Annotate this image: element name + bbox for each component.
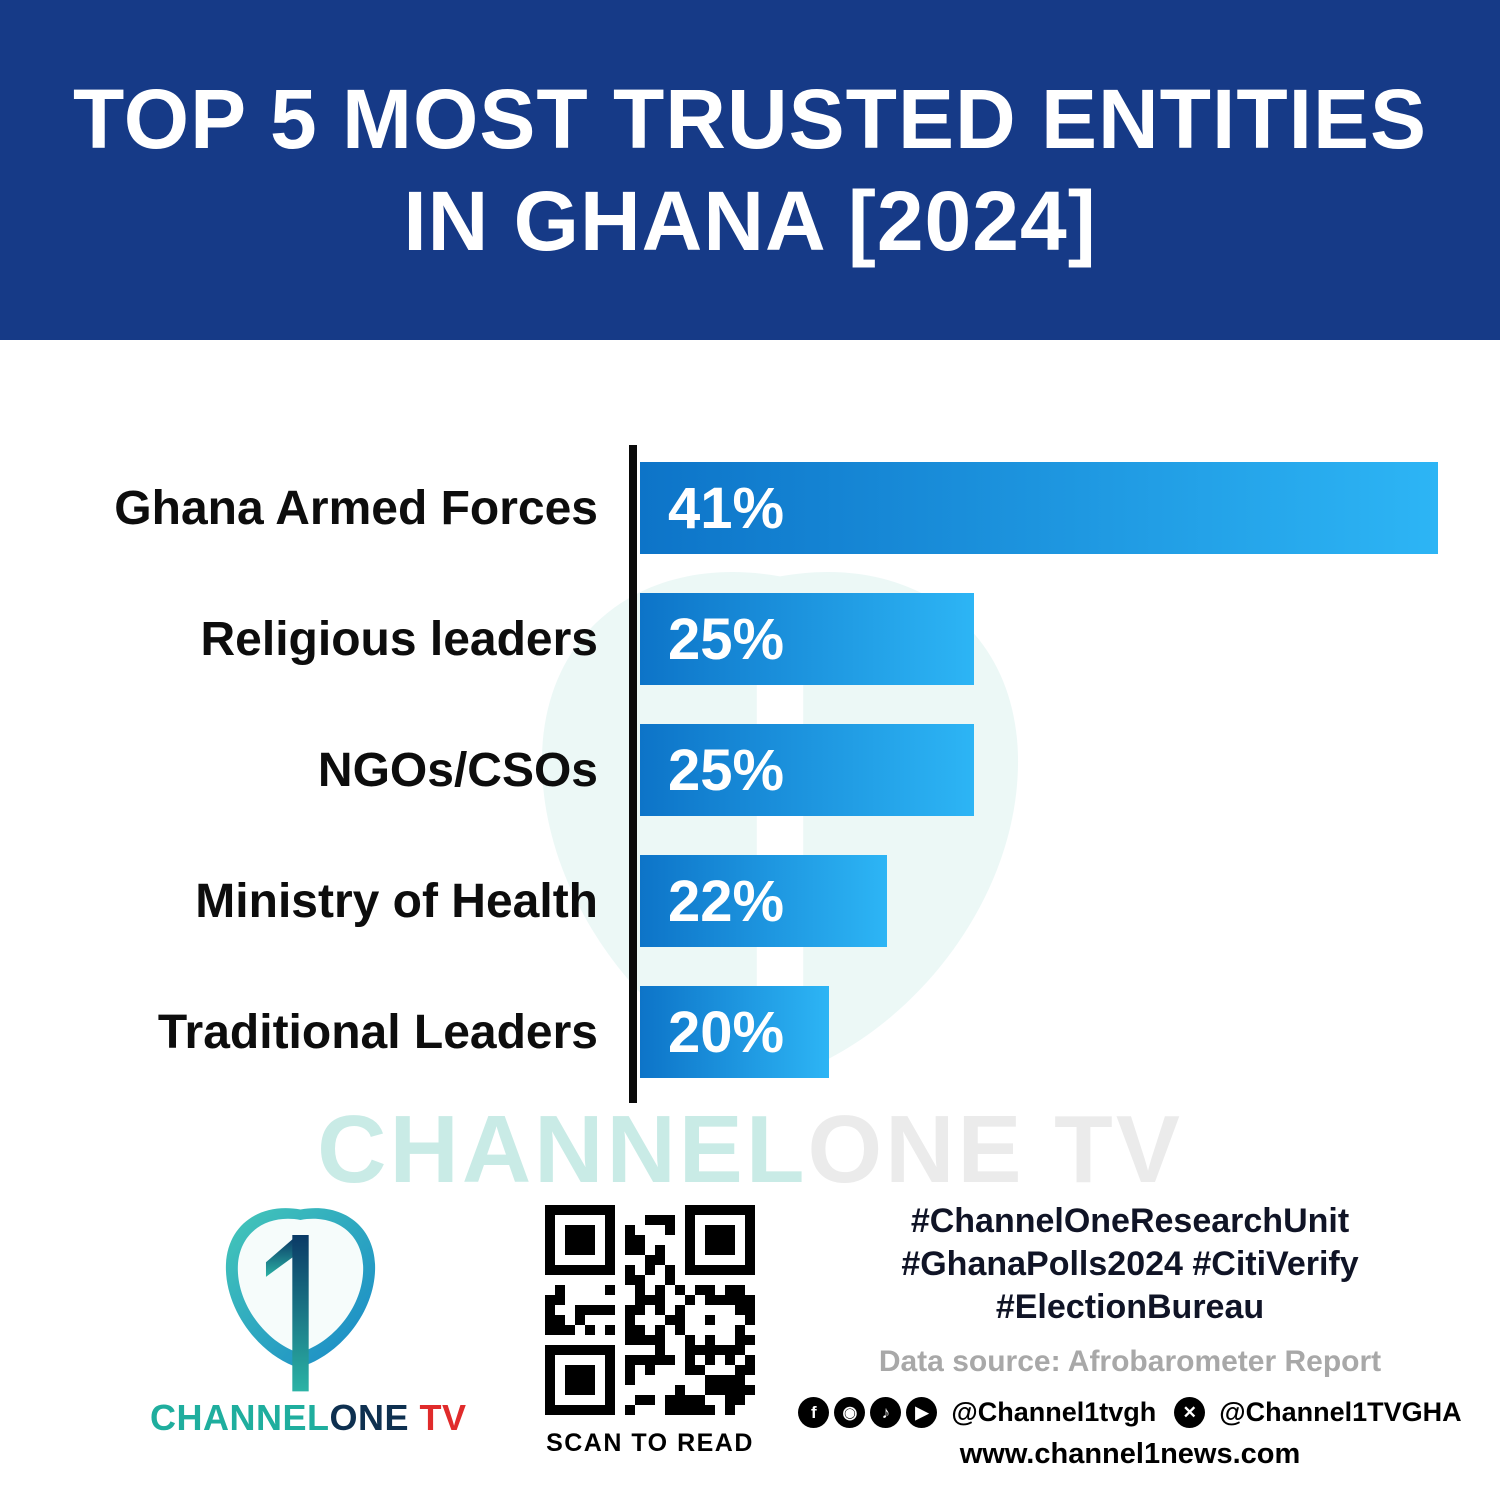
channel-one-logo: CHANNELONE TV [150,1195,466,1439]
footer: CHANNELONE TV SCAN TO READ #ChannelOneRe… [0,1190,1500,1500]
page-title-line2: IN GHANA [2024] [403,174,1097,268]
brand-channel: CHANNEL [150,1397,330,1438]
social-row: f ◉ ♪ ▶ @Channel1tvgh ✕ @Channel1TVGHA [798,1397,1462,1428]
bar-value-label: 25% [668,737,785,803]
brand-tv: TV [409,1397,467,1438]
chart-row: Ghana Armed Forces 41% [0,462,1500,554]
bar-label: NGOs/CSOs [317,743,598,797]
brand-one: ONE [329,1397,410,1438]
bar-value-label: 22% [668,868,785,934]
social-handle: @Channel1TVGHA [1219,1397,1462,1427]
hashtag-line: #ChannelOneResearchUnit [910,1202,1350,1240]
watermark-channel: CHANNEL [317,1096,808,1203]
footer-info: #ChannelOneResearchUnit #GhanaPolls2024 … [798,1200,1462,1471]
instagram-icon: ◉ [834,1397,866,1428]
channel-one-pick-icon [225,1208,375,1392]
bar-chart: Ghana Armed Forces 41% Religious leaders… [0,462,1500,1117]
chart-row: Traditional Leaders 20% [0,986,1500,1078]
bar: 22% [640,855,887,947]
bar-value-label: 20% [668,999,785,1065]
data-source: Data source: Afrobarometer Report [878,1345,1382,1378]
qr-block: SCAN TO READ [540,1205,760,1458]
watermark-one-tv: ONE TV [807,1096,1183,1203]
bar: 20% [640,986,829,1078]
social-handle: @Channel1tvgh [951,1397,1157,1427]
header-banner: TOP 5 MOST TRUSTED ENTITIES IN GHANA [20… [0,0,1500,340]
qr-code [545,1205,755,1415]
youtube-icon: ▶ [906,1397,938,1428]
logo-watermark-icon [541,571,1019,1078]
brand-wordmark: CHANNELONE TV [150,1397,466,1439]
channel-one-watermark: CHANNELONE TV [0,1095,1500,1205]
bar-label: Traditional Leaders [157,1005,598,1059]
tiktok-icon: ♪ [870,1397,902,1428]
bar: 25% [640,593,974,685]
bar-value-label: 41% [668,475,785,541]
hashtag-line: #ElectionBureau [995,1288,1265,1326]
page-title-line1: TOP 5 MOST TRUSTED ENTITIES [72,71,1428,166]
bar-label: Ghana Armed Forces [114,481,598,535]
x-icon: ✕ [1174,1397,1206,1428]
chart-row: NGOs/CSOs 25% [0,724,1500,816]
social-icon-group: f ◉ ♪ ▶ [798,1397,938,1428]
bar: 25% [640,724,974,816]
chart-row: Religious leaders 25% [0,593,1500,685]
bar-label: Religious leaders [200,612,598,666]
hashtag-line: #GhanaPolls2024 #CitiVerify [901,1245,1359,1283]
chart-row: Ministry of Health 22% [0,855,1500,947]
chart-axis [629,445,637,1103]
facebook-icon: f [798,1397,830,1428]
bar-value-label: 25% [668,606,785,672]
bar: 41% [640,462,1438,554]
website-url: www.channel1news.com [959,1438,1301,1470]
bar-label: Ministry of Health [195,874,598,928]
qr-caption: SCAN TO READ [546,1429,754,1457]
